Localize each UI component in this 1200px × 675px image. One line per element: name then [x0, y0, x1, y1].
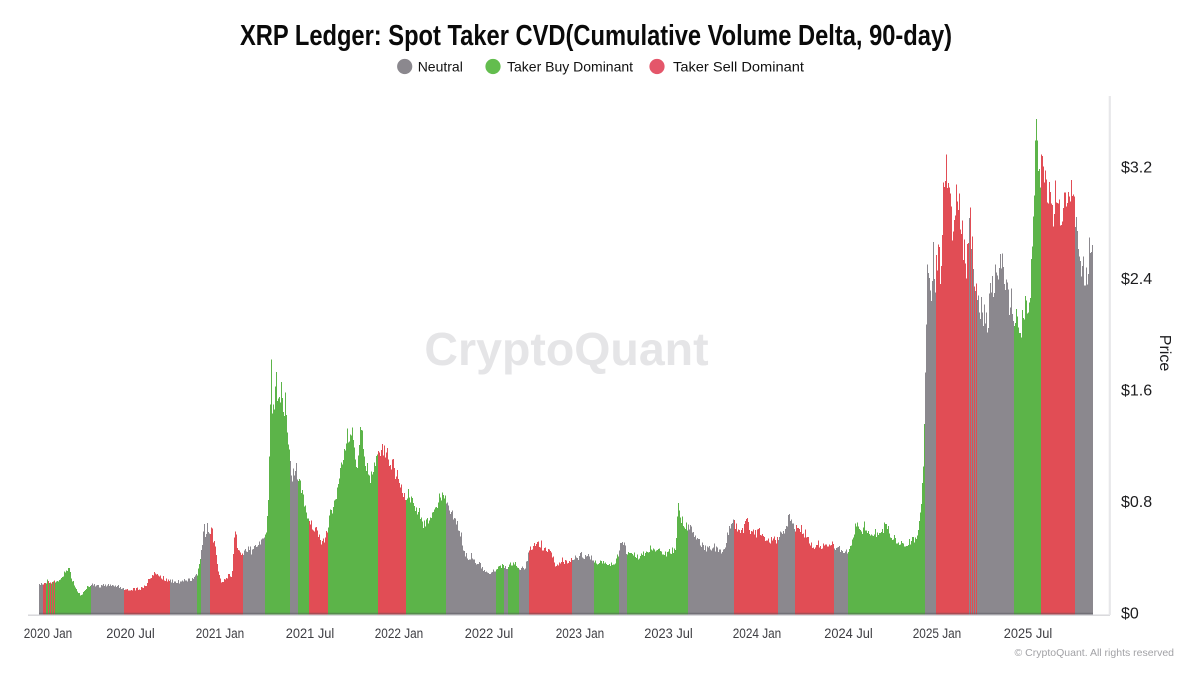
- svg-text:$1.6: $1.6: [1121, 383, 1152, 400]
- svg-text:© CryptoQuant. All rights rese: © CryptoQuant. All rights reserved: [1015, 647, 1175, 659]
- svg-text:2024 Jul: 2024 Jul: [824, 626, 873, 641]
- svg-text:$2.4: $2.4: [1121, 271, 1152, 288]
- svg-text:2022 Jul: 2022 Jul: [465, 626, 514, 641]
- svg-text:$0: $0: [1121, 606, 1139, 623]
- svg-text:2023 Jul: 2023 Jul: [644, 626, 693, 641]
- svg-text:2024 Jan: 2024 Jan: [733, 626, 782, 641]
- svg-text:XRP Ledger: Spot Taker CVD(Cum: XRP Ledger: Spot Taker CVD(Cumulative Vo…: [240, 20, 952, 52]
- svg-text:Taker Buy Dominant: Taker Buy Dominant: [507, 59, 633, 75]
- svg-text:CryptoQuant: CryptoQuant: [424, 323, 708, 375]
- svg-text:2022 Jan: 2022 Jan: [375, 626, 424, 641]
- svg-text:2020 Jan: 2020 Jan: [24, 626, 73, 641]
- svg-text:2025 Jul: 2025 Jul: [1004, 626, 1053, 641]
- svg-text:$3.2: $3.2: [1121, 160, 1152, 177]
- svg-text:2021 Jul: 2021 Jul: [286, 626, 335, 641]
- svg-text:Price: Price: [1156, 335, 1173, 372]
- svg-text:2021 Jan: 2021 Jan: [196, 626, 245, 641]
- svg-text:Neutral: Neutral: [418, 59, 463, 75]
- svg-text:Taker Sell Dominant: Taker Sell Dominant: [673, 59, 804, 75]
- svg-text:2023 Jan: 2023 Jan: [556, 626, 605, 641]
- svg-text:2020 Jul: 2020 Jul: [106, 626, 155, 641]
- svg-text:$0.8: $0.8: [1121, 494, 1152, 511]
- svg-text:2025 Jan: 2025 Jan: [913, 626, 962, 641]
